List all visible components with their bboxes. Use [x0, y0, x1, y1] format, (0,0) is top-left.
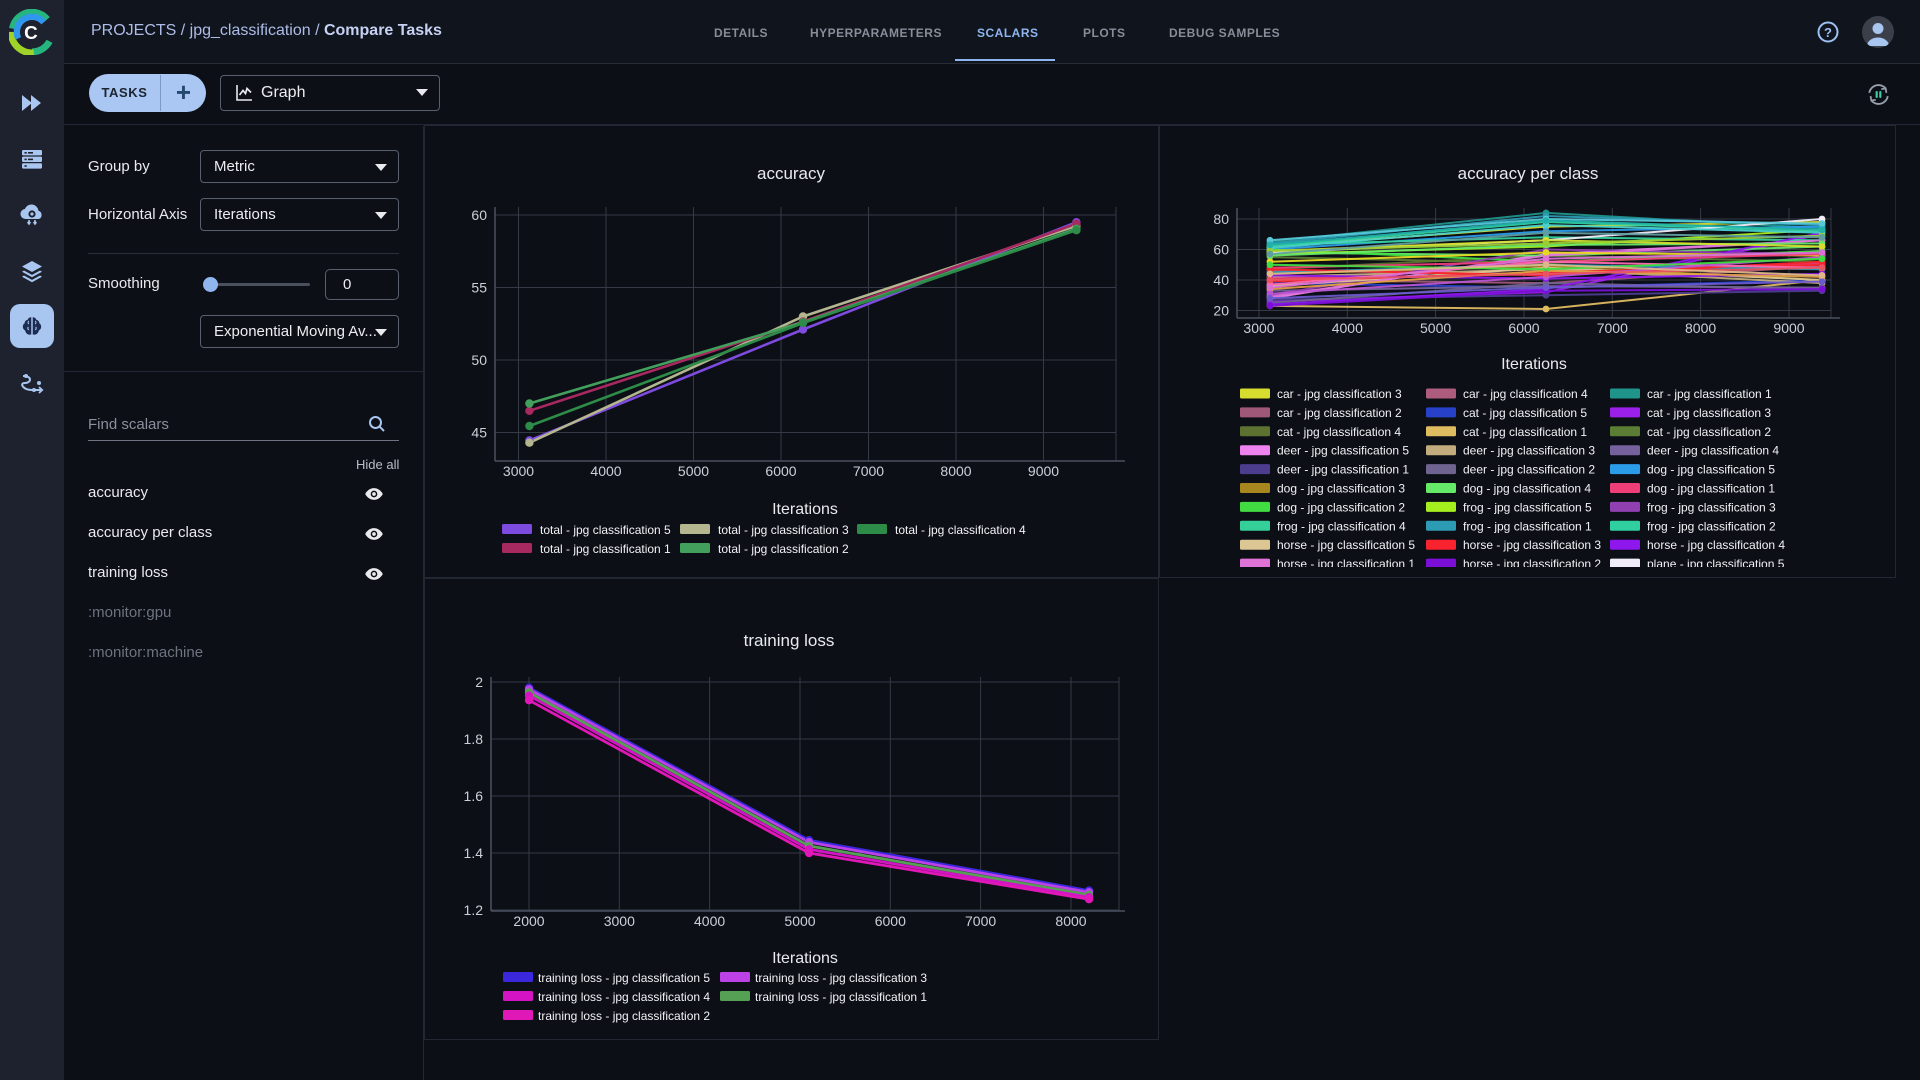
- svg-text:55: 55: [471, 280, 487, 296]
- svg-text:accuracy per class: accuracy per class: [1458, 164, 1599, 183]
- svg-text:dog - jpg classification 2: dog - jpg classification 2: [1277, 500, 1405, 514]
- svg-text:5000: 5000: [1420, 320, 1451, 336]
- svg-text:45: 45: [471, 425, 487, 441]
- svg-text:Iterations: Iterations: [772, 950, 838, 967]
- svg-text:2000: 2000: [513, 913, 544, 929]
- svg-text:cat - jpg classification 2: cat - jpg classification 2: [1647, 425, 1771, 439]
- svg-text:C: C: [24, 22, 38, 43]
- svg-text:training loss: training loss: [744, 631, 835, 650]
- svg-text:7000: 7000: [853, 463, 884, 479]
- svg-text:frog - jpg classification 4: frog - jpg classification 4: [1277, 519, 1406, 533]
- svg-text:1.4: 1.4: [464, 845, 484, 861]
- svg-text:training loss - jpg classifica: training loss - jpg classification 5: [538, 971, 710, 985]
- svg-text:4000: 4000: [590, 463, 621, 479]
- svg-text:?: ?: [1824, 25, 1832, 40]
- svg-text:6000: 6000: [1508, 320, 1539, 336]
- svg-text:car - jpg classification 4: car - jpg classification 4: [1463, 387, 1588, 401]
- svg-text:40: 40: [1213, 272, 1229, 288]
- svg-text:3000: 3000: [604, 913, 635, 929]
- svg-text:car - jpg classification 1: car - jpg classification 1: [1647, 387, 1772, 401]
- svg-text:frog - jpg classification 1: frog - jpg classification 1: [1463, 519, 1592, 533]
- svg-text:cat - jpg classification 4: cat - jpg classification 4: [1277, 425, 1401, 439]
- svg-text:dog - jpg classification 3: dog - jpg classification 3: [1277, 482, 1405, 496]
- svg-text:6000: 6000: [765, 463, 796, 479]
- svg-text:cat - jpg classification 5: cat - jpg classification 5: [1463, 406, 1587, 420]
- svg-text:deer - jpg classification 1: deer - jpg classification 1: [1277, 463, 1409, 477]
- svg-text:deer - jpg classification 3: deer - jpg classification 3: [1463, 444, 1595, 458]
- svg-text:8000: 8000: [1055, 913, 1086, 929]
- svg-text:cat - jpg classification 1: cat - jpg classification 1: [1463, 425, 1587, 439]
- svg-text:training loss - jpg classifica: training loss - jpg classification 2: [538, 1009, 710, 1023]
- svg-text:frog - jpg classification 5: frog - jpg classification 5: [1463, 500, 1592, 514]
- svg-text:total - jpg classification 2: total - jpg classification 2: [718, 542, 849, 556]
- svg-text:2: 2: [475, 674, 483, 690]
- svg-text:horse - jpg classification 5: horse - jpg classification 5: [1277, 538, 1415, 552]
- svg-text:8000: 8000: [1685, 320, 1716, 336]
- svg-text:cat - jpg classification 3: cat - jpg classification 3: [1647, 406, 1771, 420]
- svg-text:60: 60: [1213, 242, 1229, 258]
- svg-text:4000: 4000: [694, 913, 725, 929]
- svg-text:7000: 7000: [1597, 320, 1628, 336]
- svg-text:deer - jpg classification 2: deer - jpg classification 2: [1463, 463, 1595, 477]
- svg-text:deer - jpg classification 5: deer - jpg classification 5: [1277, 444, 1409, 458]
- svg-text:Iterations: Iterations: [772, 501, 838, 518]
- svg-text:5000: 5000: [678, 463, 709, 479]
- svg-text:Iterations: Iterations: [1501, 356, 1567, 373]
- svg-text:60: 60: [471, 207, 487, 223]
- svg-text:1.2: 1.2: [464, 902, 484, 918]
- svg-text:car - jpg classification 2: car - jpg classification 2: [1277, 406, 1402, 420]
- svg-text:dog - jpg classification 1: dog - jpg classification 1: [1647, 482, 1775, 496]
- svg-text:frog - jpg classification 2: frog - jpg classification 2: [1647, 519, 1776, 533]
- svg-text:8000: 8000: [940, 463, 971, 479]
- svg-text:3000: 3000: [1243, 320, 1274, 336]
- svg-text:accuracy: accuracy: [757, 164, 826, 183]
- svg-text:3000: 3000: [503, 463, 534, 479]
- svg-text:horse - jpg classification 4: horse - jpg classification 4: [1647, 538, 1785, 552]
- svg-text:1.8: 1.8: [464, 731, 484, 747]
- svg-text:total - jpg classification 1: total - jpg classification 1: [540, 542, 671, 556]
- svg-text:4000: 4000: [1332, 320, 1363, 336]
- svg-text:horse - jpg classification 3: horse - jpg classification 3: [1463, 538, 1601, 552]
- svg-text:total - jpg classification 4: total - jpg classification 4: [895, 523, 1026, 537]
- svg-text:5000: 5000: [784, 913, 815, 929]
- svg-text:total - jpg classification 5: total - jpg classification 5: [540, 523, 671, 537]
- svg-text:80: 80: [1213, 211, 1229, 227]
- svg-text:training loss - jpg classifica: training loss - jpg classification 3: [755, 971, 927, 985]
- svg-text:total - jpg classification 3: total - jpg classification 3: [718, 523, 849, 537]
- svg-text:50: 50: [471, 352, 487, 368]
- svg-text:deer - jpg classification 4: deer - jpg classification 4: [1647, 444, 1779, 458]
- svg-text:dog - jpg classification 4: dog - jpg classification 4: [1463, 482, 1591, 496]
- svg-text:1.6: 1.6: [464, 788, 484, 804]
- svg-text:training loss - jpg classifica: training loss - jpg classification 1: [755, 990, 927, 1004]
- svg-text:6000: 6000: [875, 913, 906, 929]
- svg-text:training loss - jpg classifica: training loss - jpg classification 4: [538, 990, 710, 1004]
- svg-text:7000: 7000: [965, 913, 996, 929]
- svg-text:20: 20: [1213, 303, 1229, 319]
- svg-text:9000: 9000: [1773, 320, 1804, 336]
- svg-text:car - jpg classification 3: car - jpg classification 3: [1277, 387, 1402, 401]
- svg-text:frog - jpg classification 3: frog - jpg classification 3: [1647, 500, 1776, 514]
- svg-text:dog - jpg classification 5: dog - jpg classification 5: [1647, 463, 1775, 477]
- svg-text:9000: 9000: [1028, 463, 1059, 479]
